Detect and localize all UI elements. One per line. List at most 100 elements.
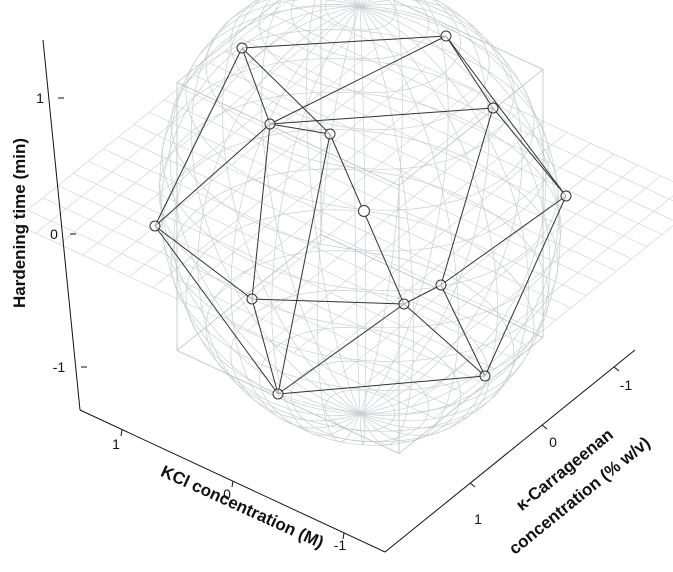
sphere-meridian — [359, 0, 490, 414]
sphere-meridian — [359, 4, 547, 415]
sphere-meridian — [359, 0, 523, 415]
carrageenan-tick-label-neg1: 1 — [474, 511, 482, 527]
carrageenan-tick-mark-neg1 — [469, 482, 476, 488]
design-vertex-point — [324, 128, 336, 140]
sphere-meridian — [160, 5, 361, 415]
icosahedron-edge — [269, 123, 331, 135]
icosahedron-edge — [241, 47, 331, 135]
tick-labels: 1 0 -1 1 0 -1 1 0 -1 — [36, 90, 632, 553]
carrageenan-tick-mark-1 — [613, 366, 620, 372]
design-vertex-point — [435, 279, 447, 291]
icosahedron-edge — [492, 107, 567, 197]
kcl-tick-mark-1 — [120, 429, 123, 437]
plane-grid-line — [240, 38, 663, 235]
icosahedron-edge — [269, 107, 494, 125]
carrageenan-tick-label-1: -1 — [620, 377, 633, 393]
cube-edge — [398, 337, 544, 454]
kcl-tick-label-1: 1 — [112, 436, 120, 452]
icosahedron-edge — [277, 133, 331, 395]
plane-grid-line — [285, 1, 673, 182]
design-vertex-point — [264, 118, 276, 130]
icosahedron-edge — [403, 303, 486, 377]
vertical-tick-label-neg1: -1 — [53, 359, 66, 375]
icosahedron-edge — [403, 284, 442, 305]
plane-grid-line — [270, 13, 673, 202]
cube-edge — [176, 350, 400, 454]
plane-grid-line — [255, 26, 673, 221]
icosahedron-edge — [251, 123, 271, 300]
sphere-meridian — [353, 0, 361, 414]
design-vertex-point — [246, 293, 258, 305]
icosahedron-edge — [445, 35, 494, 109]
design-vertex-point — [236, 42, 248, 54]
design-points — [149, 30, 572, 400]
sphere-meridian — [173, 5, 361, 416]
vertical-axis-line — [42, 39, 81, 411]
design-vertex-point — [560, 190, 572, 202]
sphere-meridian — [359, 6, 415, 446]
sphere-meridian — [197, 5, 361, 422]
vertical-axis-label: Hardening time (min) — [10, 138, 29, 308]
icosahedron-edge — [241, 47, 271, 125]
design-vertex-point — [487, 102, 499, 114]
cube-edge — [398, 69, 544, 186]
sphere-meridian — [271, 6, 361, 436]
cube-edge — [176, 82, 400, 186]
vertical-tick-label-1: 1 — [36, 90, 44, 106]
zero-plane-mesh — [12, 1, 673, 419]
icosahedron-edge — [484, 195, 567, 377]
icosahedron-edges — [154, 35, 567, 395]
cube-edge — [320, 234, 544, 338]
cube-edge — [176, 234, 322, 351]
icosahedron-edge — [251, 298, 279, 395]
carrageenan-tick-label-0: 0 — [549, 434, 557, 450]
design-vertex-point — [398, 298, 410, 310]
sphere-meridian — [317, 6, 361, 442]
design-vertex-point — [479, 370, 491, 382]
sphere-meridian — [159, 4, 361, 415]
icosahedron-edge — [440, 284, 486, 377]
sphere-meridian — [359, 6, 367, 446]
icosahedron-edge — [277, 375, 486, 395]
carrageenan-axis-line — [384, 349, 636, 553]
plane-grid-line — [35, 12, 310, 234]
icosahedron-edge — [440, 107, 494, 286]
design-vertex-point — [272, 388, 284, 400]
kcl-tick-mark-neg1 — [342, 532, 345, 540]
icosahedron-edge — [154, 123, 271, 227]
sphere-latitude-ring — [185, 209, 535, 415]
icosahedron-edge — [440, 195, 567, 286]
carrageenan-tick-mark-0 — [541, 424, 548, 430]
icosahedron-edge — [445, 35, 567, 197]
sphere-meridian — [230, 6, 361, 429]
icosahedron-edge — [277, 303, 405, 395]
icosahedron-edge — [241, 35, 447, 49]
sphere-meridian — [261, 0, 361, 414]
design-vertex-point — [440, 30, 452, 42]
kcl-tick-label-neg1: -1 — [334, 537, 347, 553]
sphere-latitude-ring — [185, 5, 535, 211]
sphere-meridian — [305, 0, 361, 414]
bounding-cube — [176, 0, 544, 454]
kcl-axis-label: KCl concentration (M) — [158, 462, 327, 553]
sphere-meridian — [359, 5, 560, 415]
plane-grid-line — [58, 23, 333, 245]
kcl-tick-label-0: 0 — [223, 486, 231, 502]
axis-lines — [42, 39, 636, 553]
design-center-point — [358, 205, 370, 217]
sphere-wireframe — [158, 0, 562, 446]
icosahedron-edge — [154, 225, 253, 300]
icosahedron-edge — [329, 133, 405, 305]
icosahedron-edge — [154, 47, 243, 227]
design-vertex-point — [149, 220, 161, 232]
icosahedron-edge — [154, 225, 279, 395]
kcl-tick-mark-0 — [231, 480, 234, 488]
vertical-tick-label-0: 0 — [50, 226, 58, 242]
cube-edge — [176, 0, 281, 83]
cube-edge — [392, 0, 544, 70]
sphere-meridian — [359, 0, 449, 414]
icosahedron-edge — [251, 298, 405, 305]
sphere-meridian — [359, 0, 403, 414]
icosahedron-edge — [269, 35, 447, 125]
